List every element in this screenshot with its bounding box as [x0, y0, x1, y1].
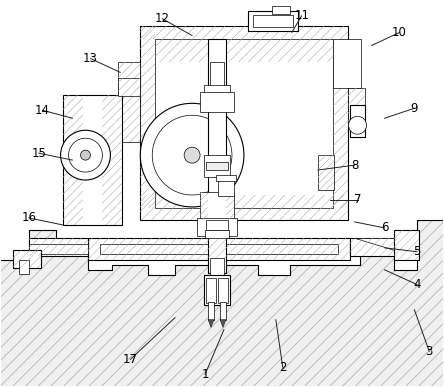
- Bar: [140, 26, 348, 220]
- Bar: [88, 238, 349, 260]
- Bar: [218, 178, 234, 196]
- Bar: [200, 192, 234, 220]
- Bar: [253, 15, 293, 27]
- Circle shape: [184, 147, 200, 163]
- Bar: [349, 238, 397, 256]
- Text: 14: 14: [35, 104, 50, 117]
- Text: 13: 13: [83, 52, 98, 65]
- Bar: [394, 230, 419, 260]
- Text: 4: 4: [413, 278, 421, 291]
- Text: 16: 16: [21, 211, 36, 224]
- Text: 1: 1: [201, 368, 209, 381]
- Circle shape: [152, 115, 232, 195]
- Bar: [13, 250, 41, 268]
- Circle shape: [80, 150, 91, 160]
- Bar: [200, 92, 234, 112]
- Bar: [206, 220, 228, 230]
- Text: 7: 7: [354, 194, 361, 207]
- Bar: [206, 162, 228, 170]
- Text: 15: 15: [31, 147, 46, 160]
- Bar: [29, 244, 88, 254]
- Bar: [216, 175, 236, 181]
- Bar: [119, 62, 140, 142]
- Polygon shape: [1, 220, 443, 386]
- Bar: [333, 39, 361, 88]
- Bar: [63, 95, 123, 225]
- Circle shape: [349, 116, 366, 134]
- Text: 17: 17: [123, 353, 138, 366]
- Bar: [272, 6, 290, 14]
- Text: 9: 9: [411, 102, 418, 115]
- Bar: [210, 62, 224, 92]
- Bar: [197, 218, 237, 236]
- Bar: [204, 86, 230, 98]
- Circle shape: [60, 130, 111, 180]
- Circle shape: [140, 103, 244, 207]
- Bar: [155, 39, 333, 208]
- Text: 3: 3: [425, 345, 433, 358]
- Circle shape: [68, 138, 103, 172]
- Polygon shape: [208, 320, 214, 327]
- Text: 10: 10: [392, 26, 407, 39]
- Polygon shape: [220, 320, 226, 327]
- Bar: [210, 258, 224, 278]
- Bar: [349, 105, 365, 137]
- Polygon shape: [354, 238, 414, 256]
- Text: 5: 5: [414, 245, 421, 258]
- Bar: [205, 230, 229, 238]
- Bar: [204, 155, 230, 177]
- Bar: [220, 301, 226, 320]
- Bar: [19, 260, 29, 274]
- Bar: [248, 11, 298, 31]
- Text: 11: 11: [294, 9, 309, 22]
- Bar: [29, 238, 88, 256]
- Bar: [206, 278, 216, 303]
- Bar: [317, 155, 333, 190]
- Bar: [208, 301, 214, 320]
- Bar: [119, 79, 140, 96]
- Text: 8: 8: [351, 159, 358, 171]
- Bar: [204, 275, 230, 305]
- Bar: [348, 88, 365, 123]
- Bar: [100, 244, 337, 254]
- Bar: [218, 278, 228, 303]
- Text: 12: 12: [155, 12, 170, 25]
- Bar: [208, 39, 226, 273]
- Text: 6: 6: [381, 221, 388, 235]
- Text: 2: 2: [279, 361, 286, 374]
